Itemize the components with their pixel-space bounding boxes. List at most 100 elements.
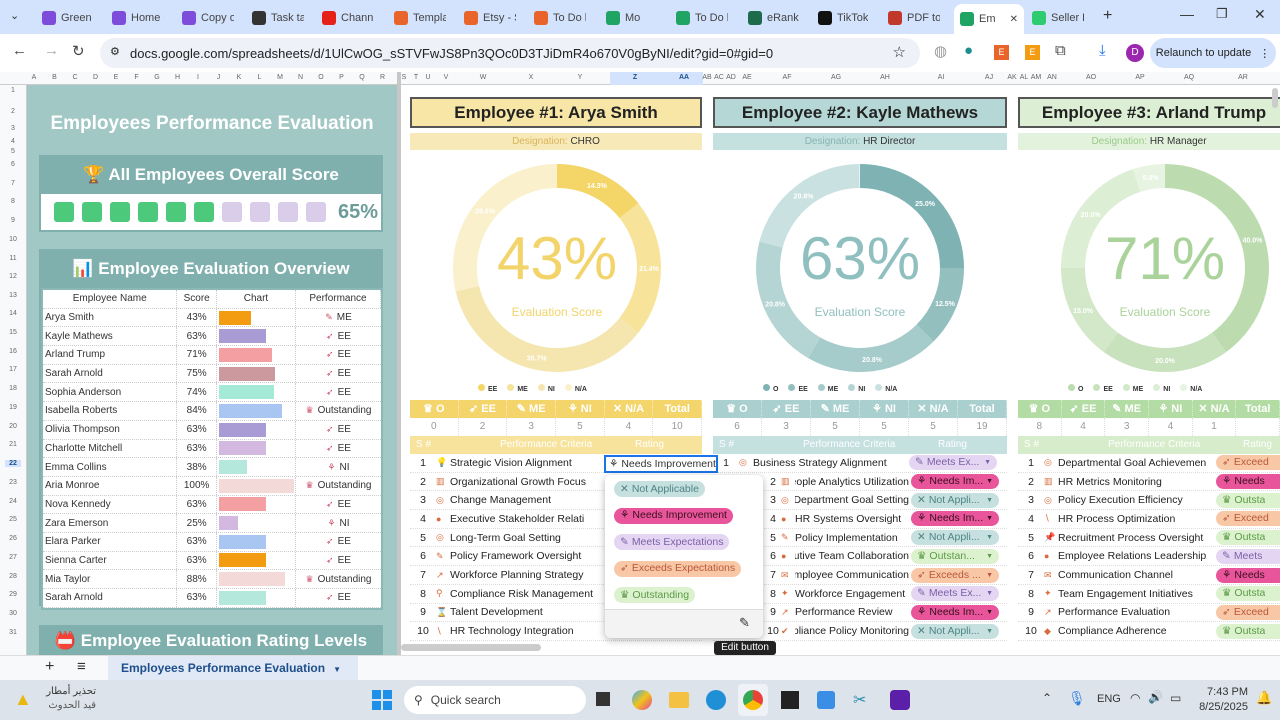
- row-header[interactable]: 5: [11, 148, 15, 155]
- edit-pencil-icon[interactable]: ✎: [739, 615, 750, 630]
- rating-chip[interactable]: ⚘ Needs Im... ▼: [911, 474, 999, 490]
- notification-bell-icon[interactable]: 🔔: [1256, 690, 1273, 705]
- erank-extension-icon[interactable]: E: [994, 45, 1009, 60]
- horizontal-scrollbar[interactable]: [401, 644, 541, 651]
- profile-avatar[interactable]: D: [1126, 44, 1144, 62]
- copilot-icon[interactable]: [632, 690, 652, 710]
- column-header[interactable]: AJ: [984, 74, 994, 81]
- row-header[interactable]: 17: [9, 366, 17, 374]
- column-header[interactable]: E: [113, 74, 119, 81]
- microphone-icon[interactable]: 🎙: [1068, 690, 1086, 706]
- browser-tab[interactable]: Mo: [600, 6, 664, 30]
- vertical-scrollbar[interactable]: [1272, 88, 1278, 108]
- rating-chip[interactable]: ♛ Outsta: [1216, 492, 1280, 508]
- row-header[interactable]: 23: [9, 478, 17, 486]
- column-header[interactable]: Q: [359, 74, 365, 81]
- row-header[interactable]: 13: [9, 292, 17, 299]
- row-header[interactable]: 12: [9, 273, 17, 280]
- forward-icon[interactable]: →: [44, 42, 59, 59]
- browser-tab[interactable]: Home -: [106, 6, 170, 30]
- clock[interactable]: 7:43 PM 8/25/2025: [1190, 685, 1248, 715]
- browser-tab[interactable]: Etsy - S: [458, 6, 522, 30]
- browser-tab[interactable]: TikTok: [812, 6, 876, 30]
- column-header[interactable]: AP: [1135, 74, 1145, 81]
- photos-icon[interactable]: [817, 691, 835, 709]
- row-header[interactable]: 11: [9, 255, 17, 262]
- rating-chip[interactable]: ♛ Outstan... ▼: [911, 548, 999, 564]
- browser-tab[interactable]: Seller D: [1026, 6, 1090, 30]
- column-header[interactable]: L: [257, 74, 262, 81]
- task-view-icon[interactable]: [596, 692, 610, 706]
- rating-chip[interactable]: ✕ Not Appli... ▼: [911, 530, 999, 546]
- column-header[interactable]: AL: [1019, 74, 1029, 81]
- browser-tab[interactable]: Green (: [36, 6, 100, 30]
- show-hidden-icons[interactable]: ⌃: [1042, 691, 1053, 705]
- extensions-puzzle-icon[interactable]: ⧉: [1055, 42, 1066, 59]
- wifi-icon[interactable]: ◠: [1130, 691, 1141, 705]
- browser-tab[interactable]: Templa: [388, 6, 452, 30]
- row-header[interactable]: 1: [11, 87, 15, 94]
- row-header[interactable]: 3: [11, 125, 15, 132]
- column-header[interactable]: X: [528, 74, 534, 81]
- row-header[interactable]: 8: [11, 198, 15, 205]
- row-header[interactable]: 7: [11, 180, 15, 187]
- volume-icon[interactable]: 🔊: [1148, 690, 1163, 704]
- column-header[interactable]: AK: [1007, 74, 1017, 81]
- extension-icon[interactable]: ●: [964, 42, 974, 59]
- dropdown-option[interactable]: ✎ Meets Expectations: [614, 534, 730, 551]
- rating-chip[interactable]: ✕ Not Appli... ▼: [911, 492, 999, 508]
- chrome-taskbar-button[interactable]: [738, 684, 768, 716]
- selected-rating-cell[interactable]: ⚘ Needs Improvement: [604, 455, 718, 473]
- column-header[interactable]: T: [413, 74, 419, 81]
- column-header[interactable]: W: [479, 74, 487, 81]
- column-header[interactable]: M: [277, 74, 283, 81]
- column-header[interactable]: C: [72, 74, 78, 81]
- address-bar[interactable]: ⚙ docs.google.com/spreadsheets/d/1UlCwOG…: [100, 38, 920, 68]
- row-header[interactable]: 2: [11, 108, 15, 115]
- rating-chip[interactable]: ♛ Outsta: [1216, 586, 1280, 602]
- column-header[interactable]: AC: [714, 74, 724, 81]
- row-header[interactable]: 9: [11, 217, 15, 224]
- reload-icon[interactable]: ↻: [72, 43, 85, 60]
- row-header[interactable]: 19: [9, 403, 17, 411]
- column-header[interactable]: N: [297, 74, 304, 81]
- row-header[interactable]: 4: [11, 138, 15, 145]
- rating-chip[interactable]: ♛ Outsta: [1216, 530, 1280, 546]
- minimize-button[interactable]: —: [1180, 6, 1194, 22]
- row-header[interactable]: 27: [9, 553, 17, 561]
- etsy-extension-icon[interactable]: E: [1025, 45, 1040, 60]
- app-icon[interactable]: [890, 690, 910, 710]
- rating-chip[interactable]: ➶ Exceed: [1216, 511, 1280, 527]
- dropdown-option[interactable]: ⚘ Needs Improvement: [614, 507, 733, 524]
- row-header[interactable]: 6: [11, 161, 15, 168]
- rating-chip[interactable]: ✎ Meets: [1216, 548, 1280, 564]
- browser-tab[interactable]: eRank -: [742, 6, 806, 30]
- dropdown-option[interactable]: ➶ Exceeds Expectations: [614, 560, 742, 577]
- rating-chip[interactable]: ⚘ Needs Im... ▼: [911, 511, 999, 527]
- column-header[interactable]: AI: [937, 74, 945, 81]
- extension-globe-icon[interactable]: ◍: [934, 43, 948, 60]
- snipping-tool-icon[interactable]: ✂: [853, 692, 867, 709]
- taskbar-search[interactable]: ⚲ Quick search: [404, 686, 586, 714]
- column-header[interactable]: AH: [880, 74, 890, 81]
- browser-tab[interactable]: Task ta: [246, 6, 310, 30]
- rating-chip[interactable]: ➶ Exceed: [1216, 455, 1280, 471]
- browser-tab[interactable]: To Do l: [670, 6, 734, 30]
- row-header[interactable]: 21: [9, 441, 17, 449]
- row-header[interactable]: 14: [9, 310, 17, 317]
- column-header[interactable]: AM: [1030, 74, 1042, 81]
- back-icon[interactable]: ←: [12, 42, 27, 59]
- freeze-divider[interactable]: [397, 72, 401, 655]
- column-header[interactable]: AE: [742, 74, 752, 81]
- column-header[interactable]: AA: [678, 74, 690, 81]
- rating-chip[interactable]: ⚘ Needs Im... ▼: [911, 604, 999, 620]
- new-tab-button[interactable]: +: [1103, 7, 1113, 24]
- column-header[interactable]: P: [339, 74, 344, 81]
- column-header[interactable]: AF: [782, 74, 792, 81]
- tab-search-chevron-icon[interactable]: ⌄: [10, 10, 20, 22]
- column-header[interactable]: Z: [632, 74, 638, 81]
- column-header[interactable]: I: [197, 74, 199, 81]
- weather-widget[interactable]: تحذير أمطار قيد الحدوث: [38, 685, 96, 713]
- column-header[interactable]: K: [236, 74, 242, 81]
- row-header[interactable]: 18: [9, 385, 17, 392]
